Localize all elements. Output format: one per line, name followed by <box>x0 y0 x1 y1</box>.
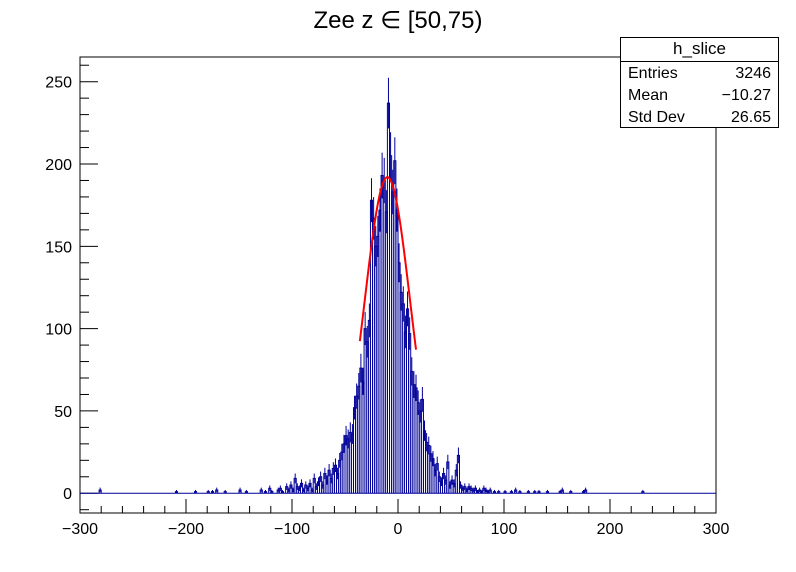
histogram-bin <box>473 485 477 494</box>
histogram-bin <box>492 489 497 494</box>
y-tick-label: 0 <box>63 486 72 503</box>
y-tick-label: 100 <box>45 322 72 339</box>
x-tick-label: −100 <box>274 521 310 538</box>
histogram-bin <box>518 489 522 494</box>
x-tick-label: 0 <box>394 521 403 538</box>
histogram-bin <box>446 454 450 494</box>
stats-row-stddev: Std Dev 26.65 <box>621 106 778 128</box>
stats-box: h_slice Entries 3246 Mean −10.27 Std Dev… <box>620 37 779 128</box>
histogram-bin <box>278 485 282 494</box>
chart-title: Zee z ∈ [50,75) <box>313 7 483 34</box>
histogram-bin <box>308 479 312 494</box>
stats-box-title: h_slice <box>621 38 778 62</box>
y-tick-label: 150 <box>45 239 72 256</box>
histogram-bin <box>193 489 198 494</box>
stats-row-entries: Entries 3246 <box>621 62 778 84</box>
histogram-bin <box>514 487 518 494</box>
histogram-bin <box>456 447 460 494</box>
histogram-bin <box>215 487 219 494</box>
histogram-bin <box>98 487 102 494</box>
histogram-bins <box>80 77 716 494</box>
fit-curve <box>358 176 418 350</box>
gaussian-fit <box>358 176 418 350</box>
x-tick-label: −200 <box>168 521 204 538</box>
histogram-bin <box>560 487 564 494</box>
histogram-bin <box>270 489 274 494</box>
histogram-bin <box>312 473 316 494</box>
histogram-bin <box>263 489 268 494</box>
y-tick-label: 200 <box>45 157 72 174</box>
x-tick-label: 100 <box>491 521 518 538</box>
histogram-bin <box>268 485 272 494</box>
axis-ticks <box>79 64 717 513</box>
histogram-bin <box>238 487 242 494</box>
stats-label: Mean <box>628 87 669 104</box>
histogram-bin <box>497 489 501 494</box>
x-tick-label: 300 <box>703 521 730 538</box>
histogram-bin <box>206 489 210 494</box>
histogram-bin <box>537 489 541 494</box>
stats-value: 26.65 <box>730 109 771 126</box>
histogram-bin <box>641 489 645 494</box>
histogram-bin <box>259 487 263 494</box>
histogram-bin <box>223 489 227 494</box>
histogram-bin <box>503 489 507 494</box>
histogram-bin <box>210 489 215 494</box>
stats-value: −10.27 <box>721 87 771 104</box>
histogram-bin <box>509 489 513 494</box>
y-tick-label: 50 <box>54 404 72 421</box>
x-tick-label: 200 <box>597 521 624 538</box>
tick-labels: −300 −200 −100 0 100 200 300 0 50 100 150 200 250 <box>45 75 729 538</box>
histogram-bin <box>299 479 304 494</box>
histogram-bin <box>545 489 550 494</box>
histogram-bin <box>584 487 588 494</box>
histogram-bin <box>569 489 573 494</box>
histogram-bin <box>244 489 248 494</box>
stats-row-mean: Mean −10.27 <box>621 84 778 106</box>
stats-label: Std Dev <box>628 109 685 126</box>
stats-value: 3246 <box>735 65 771 82</box>
histogram-bin <box>533 489 537 494</box>
x-tick-label: −300 <box>62 521 98 538</box>
histogram-bin <box>174 489 179 494</box>
y-tick-label: 250 <box>45 75 72 92</box>
histogram-bin <box>280 489 285 494</box>
stats-label: Entries <box>628 65 678 82</box>
histogram-bin <box>289 481 293 494</box>
histogram-bin <box>526 489 530 494</box>
histogram-bin <box>488 487 492 494</box>
histogram-bin <box>293 473 297 494</box>
